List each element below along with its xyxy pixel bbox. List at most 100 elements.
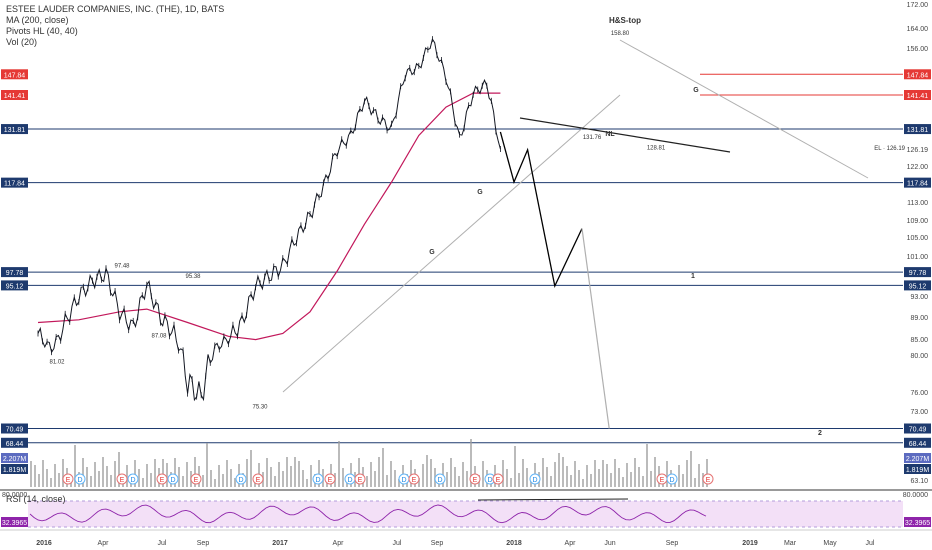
indicator-pivots: Pivots HL (40, 40) bbox=[6, 26, 78, 36]
chart-annotation: 2 bbox=[818, 430, 822, 437]
volume-bar bbox=[318, 460, 320, 487]
event-marker-earnings: E bbox=[656, 473, 668, 485]
price-badge-left: 68.44 bbox=[1, 437, 28, 448]
volume-bar bbox=[526, 468, 528, 487]
volume-bar bbox=[154, 459, 156, 487]
volume-bar bbox=[298, 461, 300, 487]
event-marker-dividend: D bbox=[127, 473, 139, 485]
event-marker-label: E bbox=[194, 477, 199, 484]
volume-bar bbox=[310, 465, 312, 487]
y-tick-label: 164.00 bbox=[907, 26, 929, 33]
y-tick-label: 76.00 bbox=[910, 390, 928, 397]
price-badge-left: 117.84 bbox=[1, 177, 28, 188]
event-marker-dividend: D bbox=[529, 473, 541, 485]
y-tick-label: 156.00 bbox=[907, 46, 929, 53]
x-tick-label: May bbox=[823, 540, 837, 547]
volume-bar bbox=[698, 464, 700, 487]
volume-bar bbox=[706, 459, 708, 487]
volume-bar bbox=[606, 464, 608, 487]
event-marker-label: D bbox=[347, 477, 352, 484]
price-badge-left: 131.81 bbox=[1, 124, 28, 135]
event-marker-label: E bbox=[358, 477, 363, 484]
event-marker-dividend: D bbox=[312, 473, 324, 485]
volume-bar bbox=[594, 460, 596, 487]
badge-label: 131.81 bbox=[907, 127, 929, 134]
event-marker-earnings: E bbox=[469, 473, 481, 485]
y-tick-label: 122.00 bbox=[907, 164, 929, 171]
volume-bar bbox=[54, 464, 56, 487]
volume-bar bbox=[638, 467, 640, 487]
price-badge-right: 117.84 bbox=[904, 177, 931, 188]
badge-label: 97.78 bbox=[6, 270, 24, 277]
x-tick-label: 2016 bbox=[36, 540, 52, 547]
volume-bar bbox=[582, 479, 584, 487]
volume-bar bbox=[230, 469, 232, 487]
event-marker-label: E bbox=[496, 477, 501, 484]
projection-path bbox=[499, 131, 583, 289]
volume-bar bbox=[690, 451, 692, 487]
price-badge-left: 2.207M bbox=[1, 453, 28, 463]
volume-bar bbox=[286, 457, 288, 487]
pivot-label: 158.80 bbox=[611, 31, 630, 37]
event-marker-label: E bbox=[66, 477, 71, 484]
volume-bar bbox=[378, 457, 380, 487]
volume-bar bbox=[86, 467, 88, 487]
volume-bar bbox=[610, 473, 612, 487]
event-marker-label: D bbox=[401, 477, 406, 484]
volume-bar bbox=[506, 469, 508, 487]
event-marker-label: E bbox=[412, 477, 417, 484]
x-tick-label: Apr bbox=[333, 540, 345, 547]
pivot-label: 97.48 bbox=[114, 264, 130, 270]
price-badge-left: 1.819M bbox=[1, 464, 28, 474]
pivot-label: 131.76 bbox=[583, 135, 602, 141]
badge-label: 147.84 bbox=[907, 72, 929, 79]
event-marker-earnings: E bbox=[408, 473, 420, 485]
price-badge-left: 141.41 bbox=[1, 90, 28, 100]
chart-annotation: G bbox=[429, 249, 435, 256]
volume-bar bbox=[294, 457, 296, 487]
volume-bar bbox=[390, 461, 392, 487]
volume-bar bbox=[518, 473, 520, 487]
volume-bar bbox=[646, 444, 648, 487]
event-marker-earnings: E bbox=[492, 473, 504, 485]
badge-label: 1.819M bbox=[3, 467, 27, 474]
event-marker-label: D bbox=[437, 477, 442, 484]
x-tick-label: Jul bbox=[393, 540, 402, 547]
event-marker-label: E bbox=[160, 477, 165, 484]
volume-bar bbox=[398, 479, 400, 487]
volume-bar bbox=[614, 459, 616, 487]
y-tick-label: 126.19 bbox=[907, 147, 929, 154]
event-marker-dividend: D bbox=[666, 473, 678, 485]
volume-bar bbox=[618, 468, 620, 487]
volume-bar bbox=[282, 471, 284, 487]
volume-bar bbox=[510, 478, 512, 487]
rsi-badge-label: 32.3965 bbox=[905, 520, 930, 527]
volume-bar bbox=[202, 475, 204, 487]
event-marker-earnings: E bbox=[702, 473, 714, 485]
event-marker-label: D bbox=[669, 477, 674, 484]
volume-bar bbox=[542, 458, 544, 487]
badge-label: 147.84 bbox=[4, 72, 26, 79]
volume-bar bbox=[114, 461, 116, 487]
y-tick-label: 85.00 bbox=[910, 337, 928, 344]
event-marker-earnings: E bbox=[156, 473, 168, 485]
volume-bar bbox=[74, 445, 76, 487]
price-badge-right: 131.81 bbox=[904, 124, 931, 135]
volume-bar bbox=[370, 462, 372, 487]
volume-bar bbox=[186, 462, 188, 487]
pivot-label: 87.08 bbox=[151, 334, 167, 340]
volume-bar bbox=[106, 466, 108, 487]
pivot-label: 75.30 bbox=[252, 404, 268, 410]
volume-bar bbox=[30, 461, 32, 487]
rsi-badge-right bbox=[904, 517, 931, 527]
volume-bar bbox=[274, 476, 276, 487]
event-marker-label: E bbox=[256, 477, 261, 484]
volume-bar bbox=[694, 478, 696, 487]
pivot-label: 81.02 bbox=[49, 360, 65, 366]
volume-bar bbox=[578, 470, 580, 487]
badge-label: 117.84 bbox=[4, 181, 25, 188]
event-marker-label: D bbox=[315, 477, 320, 484]
x-tick-label: Sep bbox=[666, 540, 679, 547]
volume-bar bbox=[174, 458, 176, 487]
